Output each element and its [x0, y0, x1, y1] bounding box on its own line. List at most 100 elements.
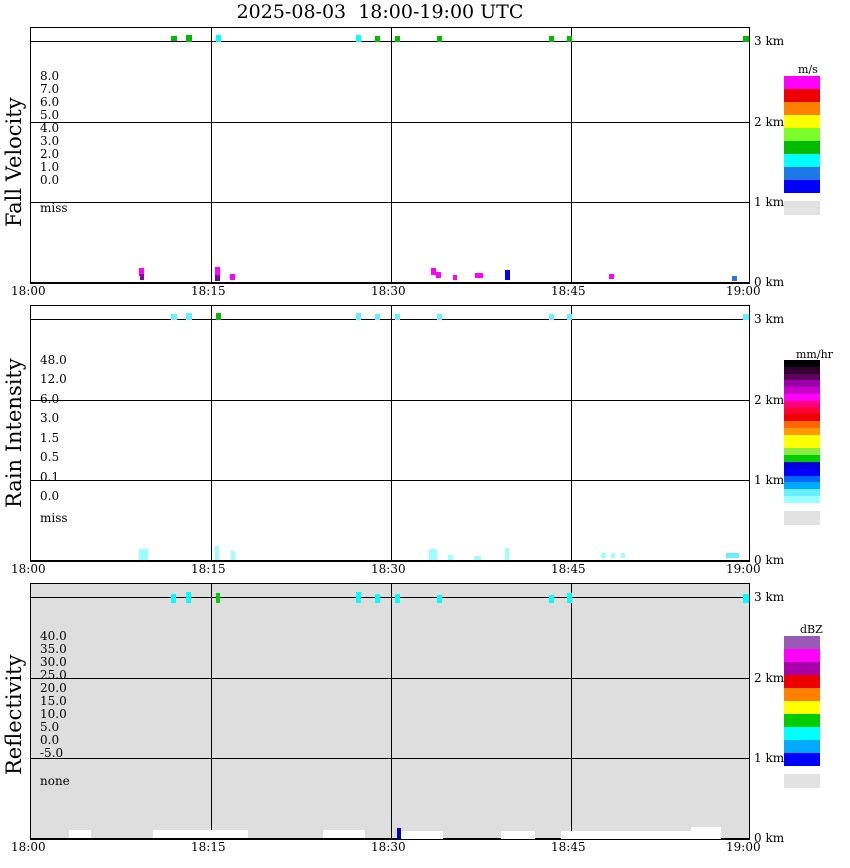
panel-0-xtick-0: 18:00: [11, 284, 46, 298]
panel-2-data-cell: [356, 592, 361, 603]
panel-2-ytick-0km: 0 km: [754, 831, 785, 845]
panel-1-data-cell: [375, 314, 380, 320]
colorbar-2-segment-8: [784, 740, 820, 753]
panel-1-data-cell: [215, 546, 219, 560]
panel-2-data-cell: [743, 594, 749, 603]
colorbar-0-tick-label-8: 0.0: [40, 173, 60, 187]
panel-1-data-cell: [601, 553, 606, 558]
panel-reflectivity: [30, 583, 750, 840]
colorbar-2-tick-label-7: 5.0: [40, 720, 60, 734]
panel-0-xtick-3: 18:45: [551, 284, 586, 298]
colorbar-2-tick-label-1: 35.0: [40, 642, 67, 656]
colorbar-1-tick-label-1: 12.0: [40, 372, 67, 387]
panel-2-data-cell: [691, 827, 721, 839]
colorbar-1-tick-label-6: 0.1: [40, 469, 60, 484]
colorbar-0-tick-label-4: 4.0: [40, 121, 60, 135]
colorbar-0-tick-label-2: 6.0: [40, 95, 60, 109]
panel-0-vgridline-2: [571, 28, 572, 283]
panel-0-data-cell: [549, 36, 554, 42]
panel-1-data-cell: [429, 549, 437, 560]
colorbar-1-segment-16: [784, 468, 820, 476]
colorbar-1-segment-17: [784, 475, 820, 483]
panel-1-ytick-0km: 0 km: [754, 553, 785, 567]
colorbar-2-tick-label-0: 40.0: [40, 629, 67, 643]
colorbar-0-missing-label: miss: [40, 201, 68, 215]
colorbar-0-unit: m/s: [798, 63, 818, 76]
panel-0-data-cell: [139, 268, 144, 276]
colorbar-0-segment-8: [784, 180, 820, 193]
colorbar-0-segment-1: [784, 89, 820, 102]
panel-2-data-cell: [171, 594, 176, 603]
colorbar-fall-velocity: [784, 76, 820, 193]
colorbar-1-segment-7: [784, 407, 820, 415]
colorbar-1-segment-15: [784, 461, 820, 469]
panel-2-hgridline-0: [31, 597, 749, 598]
colorbar-2-missing-label: none: [40, 774, 70, 788]
colorbar-2-tick-label-5: 15.0: [40, 694, 67, 708]
colorbar-2-segment-1: [784, 649, 820, 662]
panel-0-data-cell: [375, 36, 380, 42]
panel-0-data-cell: [475, 273, 483, 278]
panel-0-data-cell: [356, 35, 361, 42]
panel-1-data-cell: [171, 314, 177, 320]
panel-1-ytick-3km: 3 km: [754, 312, 785, 326]
panel-0-data-cell: [230, 274, 235, 280]
colorbar-1-missing-label: miss: [40, 510, 68, 525]
panel-2-xtick-0: 18:00: [11, 840, 46, 854]
colorbar-2-segment-9: [784, 753, 820, 766]
colorbar-1-segment-11: [784, 434, 820, 442]
colorbar-rain-intensity: [784, 360, 820, 503]
panel-1-data-cell: [448, 555, 453, 560]
panel-0-data-cell: [453, 275, 457, 280]
colorbar-0-tick-label-1: 7.0: [40, 82, 60, 96]
panel-1-data-cell: [395, 314, 400, 320]
colorbar-2-missing-swatch: [784, 774, 820, 788]
panel-1-vgridline-2: [571, 306, 572, 561]
colorbar-2-segment-0: [784, 636, 820, 649]
panel-2-data-cell: [69, 830, 91, 838]
panel-0-data-cell: [505, 270, 510, 280]
panel-1-hgridline-3: [31, 560, 749, 561]
panel-0-xtick-4: 19:00: [726, 284, 761, 298]
panel-2-data-cell: [216, 593, 220, 603]
panel-1-data-cell: [186, 313, 192, 320]
panel-2-data-cell: [549, 595, 554, 603]
panel-1-data-cell: [743, 314, 749, 320]
panel-1-hgridline-1: [31, 400, 749, 401]
colorbar-2-segment-3: [784, 675, 820, 688]
colorbar-2-tick-label-8: 0.0: [40, 733, 60, 747]
colorbar-1-segment-20: [784, 495, 820, 503]
panel-0-data-cell: [431, 268, 436, 275]
colorbar-2-segment-4: [784, 688, 820, 701]
panel-1-hgridline-2: [31, 480, 749, 481]
colorbar-2-tick-label-2: 30.0: [40, 655, 67, 669]
panel-fall-velocity: [30, 27, 750, 284]
panel-2-xtick-4: 19:00: [726, 840, 761, 854]
panel-1-plot-area: [31, 306, 749, 561]
colorbar-1-segment-1: [784, 366, 820, 374]
panel-1-ytick-2km: 2 km: [754, 393, 785, 407]
panel-rain-intensity: [30, 305, 750, 562]
colorbar-0-tick-label-3: 5.0: [40, 108, 60, 122]
panel-0-ylabel: Fall Velocity: [2, 97, 26, 227]
panel-1-data-cell: [356, 313, 361, 320]
colorbar-1-segment-9: [784, 421, 820, 428]
colorbar-1-segment-18: [784, 482, 820, 490]
colorbar-1-tick-label-3: 3.0: [40, 411, 60, 426]
panel-1-data-cell: [139, 549, 148, 560]
panel-1-xtick-1: 18:15: [191, 562, 226, 576]
panel-0-data-cell: [216, 35, 221, 42]
panel-0-hgridline-1: [31, 122, 749, 123]
panel-0-hgridline-0: [31, 41, 749, 42]
colorbar-2-segment-5: [784, 701, 820, 714]
colorbar-0-segment-4: [784, 128, 820, 141]
colorbar-1-tick-label-0: 48.0: [40, 353, 67, 367]
colorbar-0-segment-0: [784, 76, 820, 89]
panel-2-hgridline-1: [31, 678, 749, 679]
colorbar-2-unit: dBZ: [800, 623, 823, 636]
panel-1-xtick-3: 18:45: [551, 562, 586, 576]
panel-1-ytick-1km: 1 km: [754, 473, 785, 487]
panel-0-data-cell: [609, 274, 614, 279]
colorbar-1-tick-label-7: 0.0: [40, 489, 60, 503]
panel-2-plot-area: [31, 584, 749, 839]
